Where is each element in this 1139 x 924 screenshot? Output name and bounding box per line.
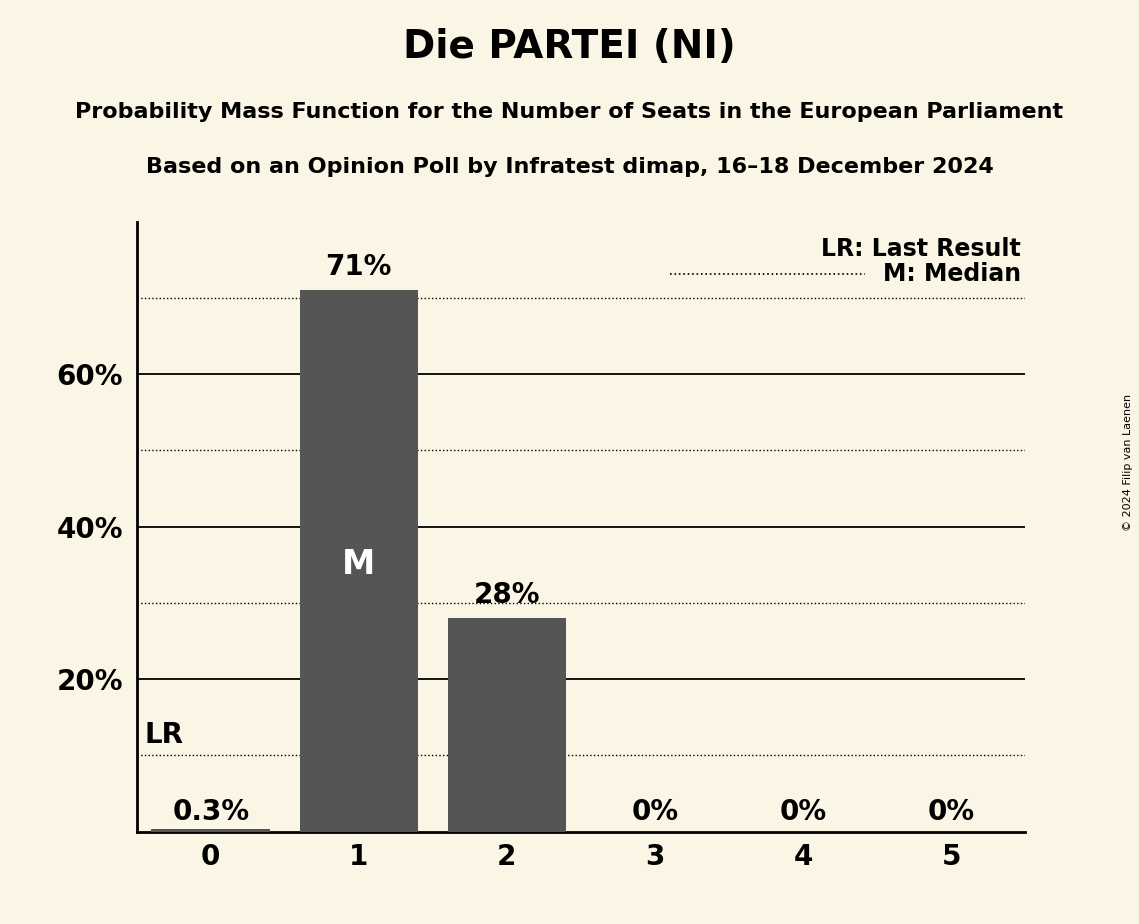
Text: 0%: 0% (927, 797, 975, 825)
Text: Based on an Opinion Poll by Infratest dimap, 16–18 December 2024: Based on an Opinion Poll by Infratest di… (146, 157, 993, 177)
Text: 71%: 71% (326, 253, 392, 281)
Text: LR: Last Result: LR: Last Result (821, 237, 1021, 261)
Text: © 2024 Filip van Laenen: © 2024 Filip van Laenen (1123, 394, 1133, 530)
Text: M: M (342, 548, 376, 581)
Text: Die PARTEI (NI): Die PARTEI (NI) (403, 28, 736, 66)
Text: 28%: 28% (474, 581, 540, 609)
Bar (151, 830, 270, 832)
Text: 0%: 0% (631, 797, 679, 825)
Text: M: Median: M: Median (883, 261, 1021, 286)
Text: 0%: 0% (779, 797, 827, 825)
Text: LR: LR (144, 722, 183, 749)
Bar (448, 618, 566, 832)
Bar (300, 290, 418, 832)
Text: 0.3%: 0.3% (172, 797, 249, 825)
Text: Probability Mass Function for the Number of Seats in the European Parliament: Probability Mass Function for the Number… (75, 102, 1064, 122)
